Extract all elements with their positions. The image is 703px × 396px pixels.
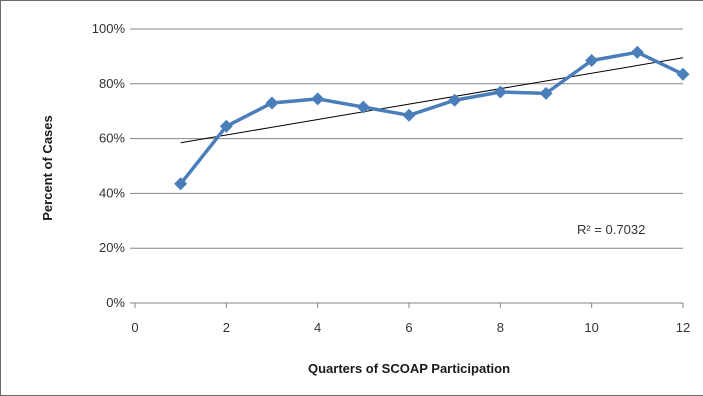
y-tick-marks bbox=[130, 28, 135, 304]
series-line bbox=[179, 50, 684, 185]
y-tick-label: 20% bbox=[99, 240, 125, 255]
data-point-marker bbox=[448, 93, 462, 107]
data-point-marker bbox=[676, 67, 690, 81]
y-tick-label: 0% bbox=[106, 295, 125, 310]
x-axis-title: Quarters of SCOAP Participation bbox=[308, 361, 510, 376]
x-tick-label: 10 bbox=[584, 320, 598, 335]
data-point-marker bbox=[402, 108, 416, 122]
data-point-marker bbox=[311, 92, 325, 106]
data-point-marker bbox=[493, 85, 507, 99]
data-point-marker bbox=[539, 86, 553, 100]
y-axis-title: Percent of Cases bbox=[40, 115, 55, 221]
x-tick-label: 4 bbox=[314, 320, 321, 335]
x-tick-label: 2 bbox=[223, 320, 230, 335]
r-squared-annotation: R² = 0.7032 bbox=[577, 222, 645, 237]
y-tick-label: 40% bbox=[99, 185, 125, 200]
trendline bbox=[180, 57, 684, 144]
data-point-marker bbox=[356, 100, 370, 114]
x-tick-label: 8 bbox=[497, 320, 504, 335]
x-tick-label: 0 bbox=[131, 320, 138, 335]
data-markers bbox=[174, 45, 690, 191]
y-tick-label: 60% bbox=[99, 131, 125, 146]
y-tick-label: 80% bbox=[99, 76, 125, 91]
data-point-marker bbox=[630, 45, 644, 59]
data-point-marker bbox=[585, 54, 599, 68]
data-point-marker bbox=[265, 96, 279, 110]
data-point-marker bbox=[219, 119, 233, 133]
y-tick-labels: 0% 20% 40% 60% 80% 100% bbox=[92, 21, 126, 310]
x-tick-label: 6 bbox=[405, 320, 412, 335]
data-point-marker bbox=[174, 177, 188, 191]
x-tick-marks bbox=[134, 303, 684, 308]
y-tick-label: 100% bbox=[92, 21, 126, 36]
gridlines bbox=[135, 28, 683, 249]
x-tick-labels: 0 2 4 6 8 10 12 bbox=[131, 320, 690, 335]
x-tick-label: 12 bbox=[676, 320, 690, 335]
